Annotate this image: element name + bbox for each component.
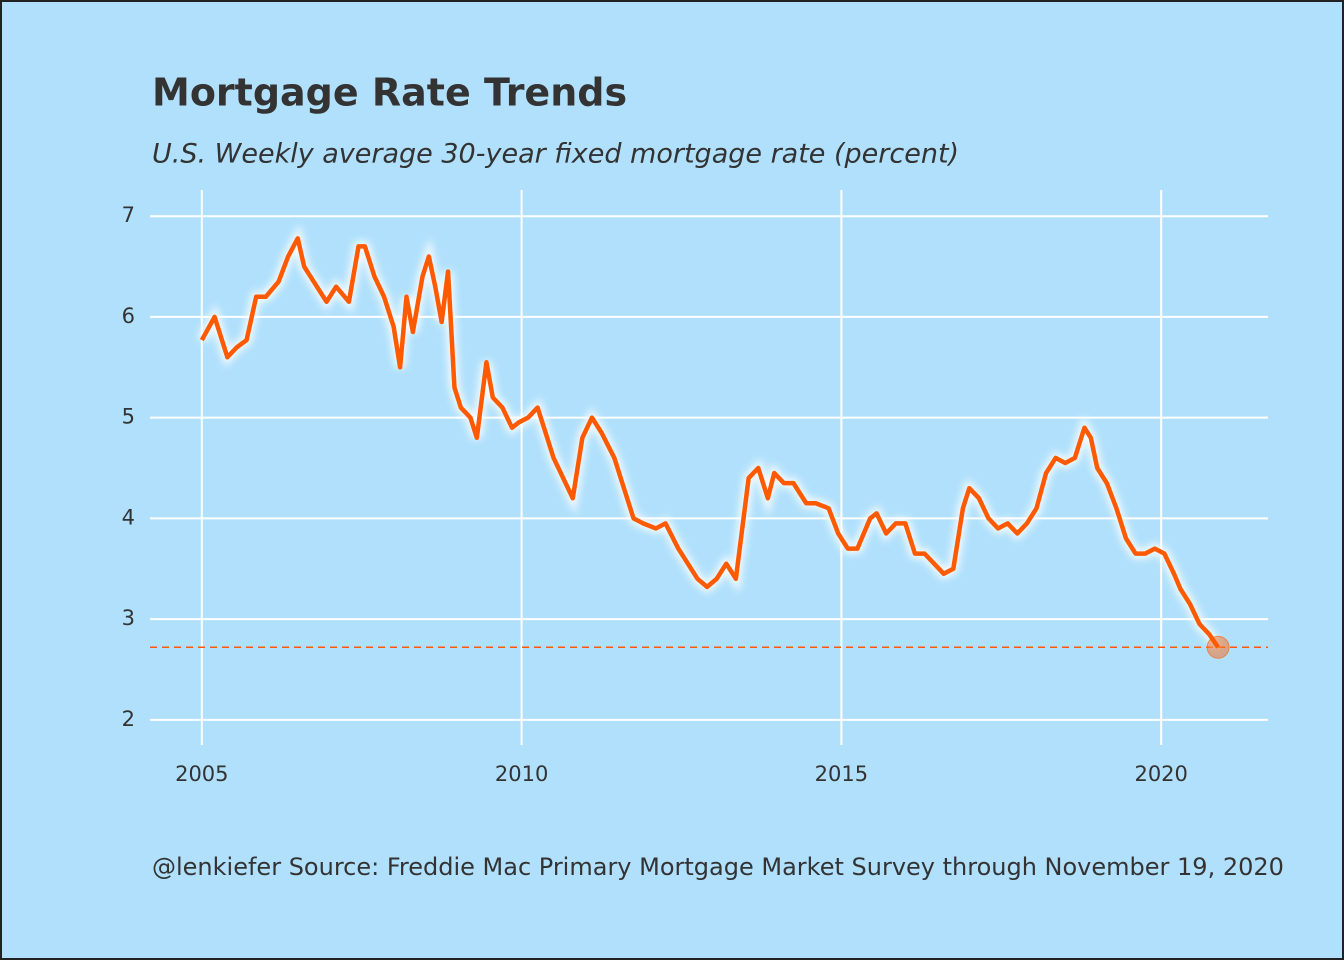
y-tick-label: 3	[122, 606, 135, 630]
y-tick-label: 2	[122, 707, 135, 731]
x-tick-label: 2010	[495, 762, 548, 786]
chart-subtitle: U.S. Weekly average 30-year fixed mortga…	[152, 139, 959, 170]
y-tick-label: 5	[122, 405, 135, 429]
line	[199, 236, 1220, 649]
plot-area: 2 3 4 5 6 7 2005 2010 2015 2020	[122, 190, 1268, 786]
y-tick-label: 6	[122, 304, 135, 328]
last-point	[1206, 635, 1230, 659]
caption: @lenkiefer Source: Freddie Mac Primary M…	[152, 853, 1284, 881]
y-tick-label: 4	[122, 505, 135, 529]
x-tick-label: 2015	[815, 762, 868, 786]
chart-title: Mortgage Rate Trends	[152, 71, 627, 115]
x-tick-label: 2020	[1134, 762, 1187, 786]
y-tick-label: 7	[122, 203, 135, 227]
x-tick-label: 2005	[175, 762, 228, 786]
